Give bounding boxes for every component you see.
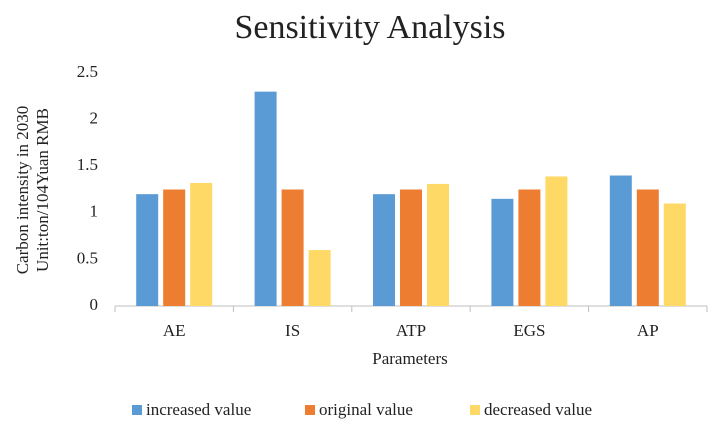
x-tick-label: AE	[163, 321, 186, 340]
y-axis-label: Carbon intensity in 2030 Unit:ton/104Yua…	[13, 106, 52, 275]
y-axis-label-line: Carbon intensity in 2030	[13, 106, 32, 275]
bar	[491, 198, 514, 306]
bar	[254, 91, 277, 306]
legend-label: decreased value	[484, 400, 592, 419]
bar	[373, 194, 395, 306]
x-tick-label: AP	[637, 321, 659, 340]
bar	[636, 189, 659, 306]
y-tick-label: 0.5	[77, 248, 98, 267]
y-tick-label: 0	[90, 295, 99, 314]
x-axis-label: Parameters	[372, 349, 448, 368]
bar	[136, 194, 159, 306]
legend-swatch	[470, 405, 480, 415]
legend-swatch	[132, 405, 142, 415]
legend-label: original value	[319, 400, 413, 419]
y-axis-label-line: Unit:ton/104Yuan RMB	[33, 108, 52, 272]
bar	[308, 250, 331, 306]
x-tick-label: IS	[285, 321, 300, 340]
y-tick-label: 2.5	[77, 62, 98, 81]
y-tick-label: 1	[90, 202, 99, 221]
bar	[163, 189, 186, 306]
bar	[518, 189, 541, 306]
bar	[400, 189, 422, 306]
legend-swatch	[305, 405, 315, 415]
bar	[190, 182, 213, 306]
bar	[663, 203, 686, 306]
x-tick-label: ATP	[396, 321, 426, 340]
x-tick-label: EGS	[513, 321, 545, 340]
bar	[545, 176, 568, 306]
bar	[281, 189, 304, 306]
y-tick-label: 2	[90, 109, 99, 128]
bar	[427, 183, 449, 306]
legend-label: increased value	[146, 400, 251, 419]
chart-title: Sensitivity Analysis	[234, 9, 505, 46]
y-tick-label: 1.5	[77, 155, 98, 174]
bar	[609, 175, 632, 306]
